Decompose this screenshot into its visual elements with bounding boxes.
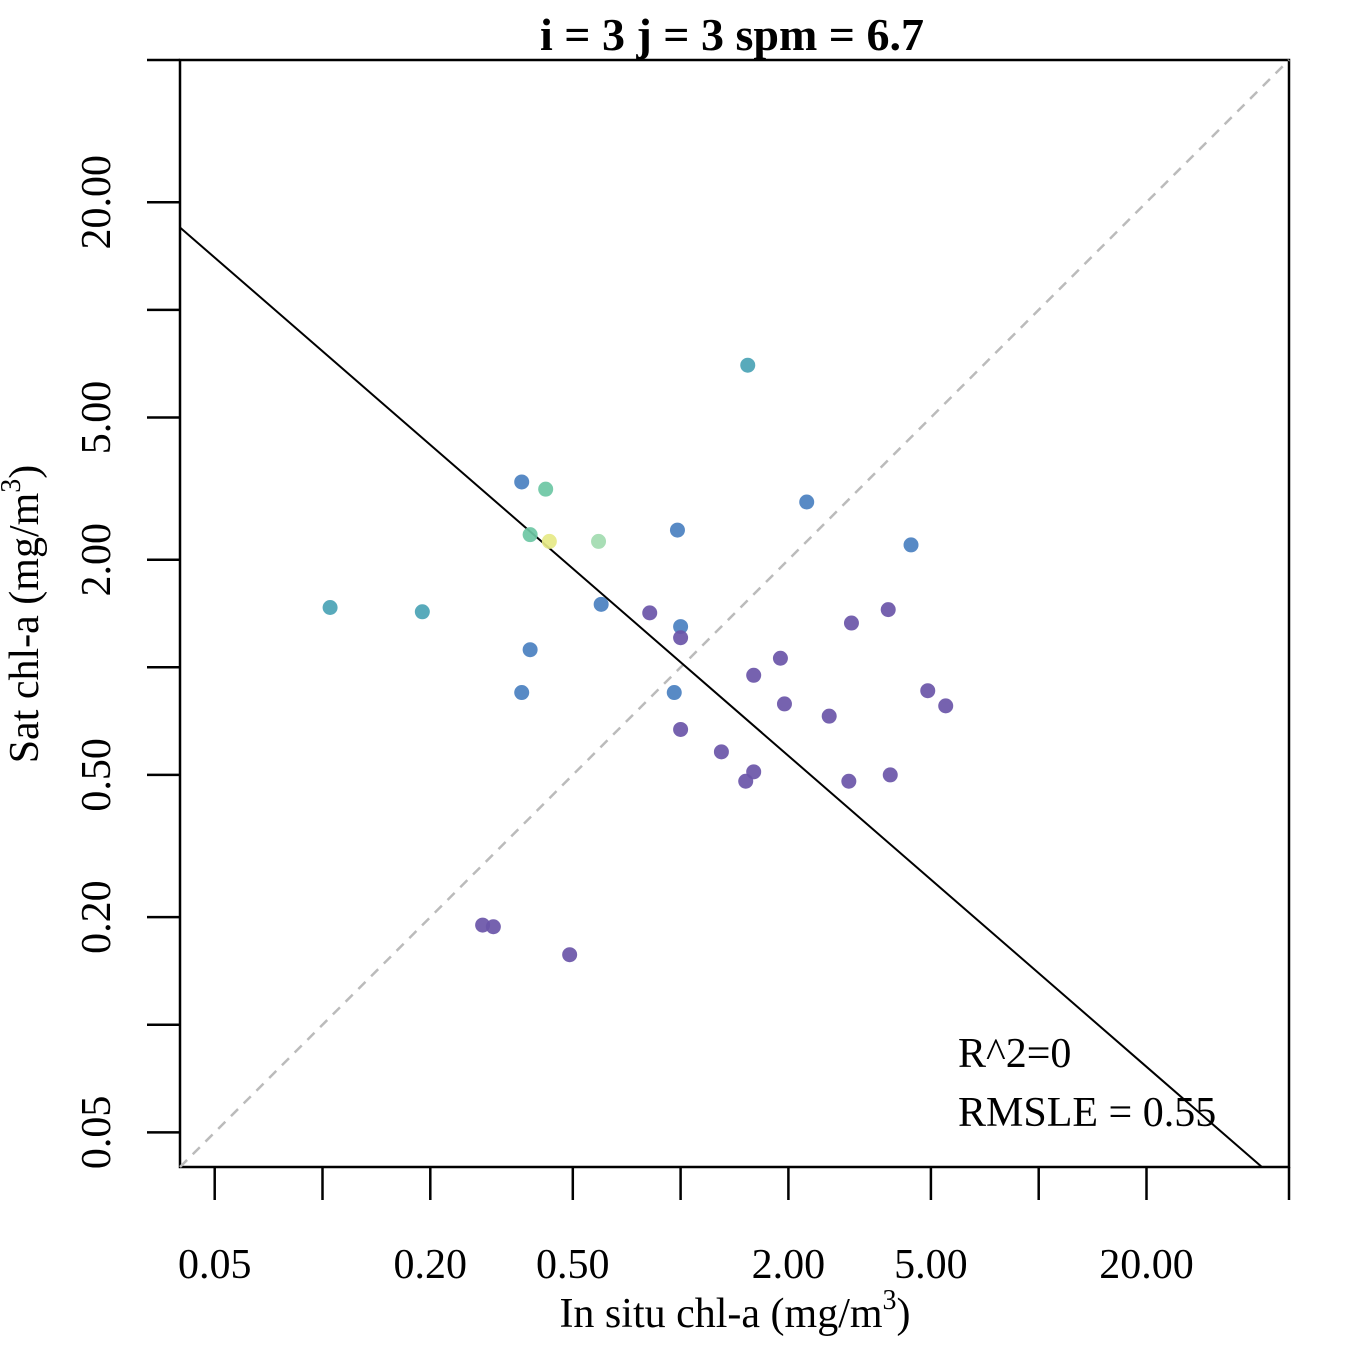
- rmsle-annotation: RMSLE = 0.55: [958, 1090, 1216, 1136]
- r-squared-annotation: R^2=0: [958, 1031, 1071, 1077]
- data-point: [920, 683, 936, 699]
- y-axis: 0.05 0.20 0.50 2.00 5.00 20.00: [74, 58, 180, 1170]
- x-axis-label-text: In situ chl-a (mg/m: [559, 1291, 882, 1337]
- data-point: [414, 604, 430, 620]
- data-point: [821, 708, 837, 724]
- x-tick-label: 0.50: [536, 1242, 610, 1288]
- y-tick-label: 0.05: [74, 1096, 120, 1170]
- x-tick-label: 2.00: [752, 1242, 826, 1288]
- data-point: [673, 619, 689, 635]
- data-point: [738, 773, 754, 789]
- data-point: [903, 537, 919, 553]
- data-point: [666, 685, 682, 701]
- chart-title: i = 3 j = 3 spm = 6.7: [540, 9, 924, 60]
- x-tick-label: 0.05: [178, 1242, 252, 1288]
- data-point: [485, 919, 501, 935]
- data-point: [880, 602, 896, 618]
- data-point: [673, 630, 689, 646]
- data-point: [713, 744, 729, 760]
- data-point: [740, 357, 756, 373]
- y-axis-label-sup: 3: [0, 479, 27, 493]
- data-point: [843, 615, 859, 631]
- data-point: [593, 596, 609, 612]
- y-tick-label: 0.50: [74, 738, 120, 812]
- data-point: [673, 721, 689, 737]
- data-point: [642, 605, 658, 621]
- x-tick-label: 0.20: [394, 1242, 468, 1288]
- data-point: [591, 533, 607, 549]
- data-point: [322, 599, 338, 615]
- y-axis-label-end: ): [2, 465, 48, 479]
- data-point: [522, 642, 538, 658]
- data-point: [514, 474, 530, 490]
- x-axis-label: In situ chl-a (mg/m3): [559, 1285, 910, 1337]
- data-point: [776, 696, 792, 712]
- data-point: [522, 527, 538, 543]
- x-axis-label-sup: 3: [883, 1285, 897, 1316]
- data-point: [841, 773, 857, 789]
- y-tick-label: 20.00: [74, 155, 120, 250]
- x-axis: 0.05 0.20 0.50 2.00 5.00 20.00: [178, 1167, 1291, 1288]
- data-point: [746, 667, 762, 683]
- plot-frame: [178, 58, 1291, 1169]
- data-point: [938, 698, 954, 714]
- y-axis-label: Sat chl-a (mg/m3): [0, 465, 48, 764]
- data-point: [514, 685, 530, 701]
- data-point: [562, 947, 578, 963]
- data-point: [669, 522, 685, 538]
- identity-line-layer: [179, 59, 1290, 1168]
- y-tick-label: 0.20: [74, 880, 120, 954]
- data-point: [538, 481, 554, 497]
- x-axis-label-end: ): [897, 1291, 911, 1337]
- y-tick-label: 2.00: [74, 523, 120, 597]
- data-points: [322, 357, 954, 963]
- data-point: [541, 533, 557, 549]
- y-axis-label-text: Sat chl-a (mg/m: [2, 492, 48, 763]
- x-tick-label: 5.00: [894, 1242, 968, 1288]
- y-tick-label: 5.00: [74, 381, 120, 455]
- data-point: [799, 494, 815, 510]
- regression-line: [179, 226, 1263, 1168]
- identity-line: [179, 59, 1290, 1168]
- x-tick-label: 20.00: [1099, 1242, 1194, 1288]
- fit-line-layer: [179, 226, 1263, 1168]
- data-point: [882, 767, 898, 783]
- data-point: [772, 650, 788, 666]
